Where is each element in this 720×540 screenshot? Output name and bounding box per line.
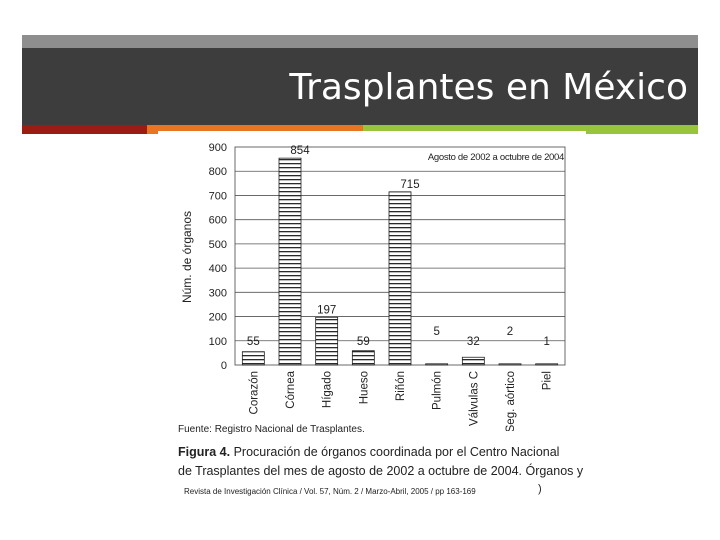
figure-citation-tail: ) — [538, 483, 542, 495]
bar-chart: 0 100 200 300 400 500 600 700 800 900 55 854 197 59 7… — [180, 142, 566, 432]
y-tick-label: 800 — [209, 166, 227, 178]
bar-value-label: 2 — [507, 326, 513, 338]
accent-stripe-green-end — [586, 125, 698, 134]
accent-stripe-red — [22, 125, 147, 134]
slide-title: Trasplantes en México — [289, 67, 688, 108]
x-tick-label: Pulmón — [432, 371, 444, 410]
x-tick-label: Corazón — [248, 371, 260, 414]
y-tick-label: 900 — [209, 142, 227, 154]
y-tick-label: 200 — [209, 312, 227, 324]
y-tick-label: 300 — [209, 287, 227, 299]
x-tick-label: Piel — [542, 371, 554, 390]
y-tick-label: 700 — [209, 190, 227, 202]
bar-value-label: 854 — [290, 145, 310, 157]
bar — [461, 356, 485, 366]
bar — [315, 316, 339, 366]
bar — [425, 363, 449, 366]
figure-caption-line-1: Figura 4. Procuración de órganos coordin… — [178, 445, 559, 459]
chart-annotation: Agosto de 2002 a octubre de 2004 — [428, 152, 564, 163]
x-tick-label: Válvulas C — [468, 371, 480, 426]
bar-value-label: 1 — [543, 336, 549, 348]
bar-value-label: 59 — [357, 336, 370, 348]
figure-caption-label: Figura 4. — [178, 445, 231, 459]
bar — [241, 351, 265, 366]
y-tick-label: 100 — [209, 336, 227, 348]
y-tick-label: 600 — [209, 215, 227, 227]
slide-top-band — [22, 35, 698, 48]
accent-stripe-green — [363, 125, 586, 134]
x-tick-label: Hígado — [322, 371, 334, 408]
bar — [351, 350, 375, 366]
x-tick-label: Riñón — [395, 371, 407, 401]
x-tick-label: Córnea — [285, 370, 297, 408]
figure-citation: Revista de Investigación Clínica / Vol. … — [184, 487, 476, 496]
y-tick-label: 400 — [209, 263, 227, 275]
bar-value-label: 32 — [467, 336, 480, 348]
bar-value-label: 55 — [247, 336, 260, 348]
figure-caption-line-2: de Trasplantes del mes de agosto de 2002… — [178, 464, 584, 478]
y-tick-label: 0 — [221, 360, 227, 372]
bar — [535, 363, 559, 366]
bar-value-label: 5 — [433, 326, 439, 338]
y-tick-label: 500 — [209, 239, 227, 251]
x-tick-label: Hueso — [358, 371, 370, 404]
y-axis-label: Núm. de órganos — [180, 211, 194, 303]
figure-scan: 0 100 200 300 400 500 600 700 800 900 55 854 197 59 7… — [158, 131, 586, 501]
figure-source: Fuente: Registro Nacional de Trasplantes… — [178, 424, 365, 435]
x-tick-label: Seg. aórtico — [505, 371, 517, 431]
figure-caption-text: Procuración de órganos coordinada por el… — [230, 445, 560, 459]
bar-value-label: 715 — [400, 179, 419, 191]
accent-stripe-orange — [147, 125, 363, 134]
bar-value-label: 197 — [317, 304, 336, 316]
slide-title-bar: Trasplantes en México — [22, 48, 698, 125]
bar — [278, 157, 302, 366]
bar — [388, 191, 412, 366]
bar — [498, 363, 522, 366]
